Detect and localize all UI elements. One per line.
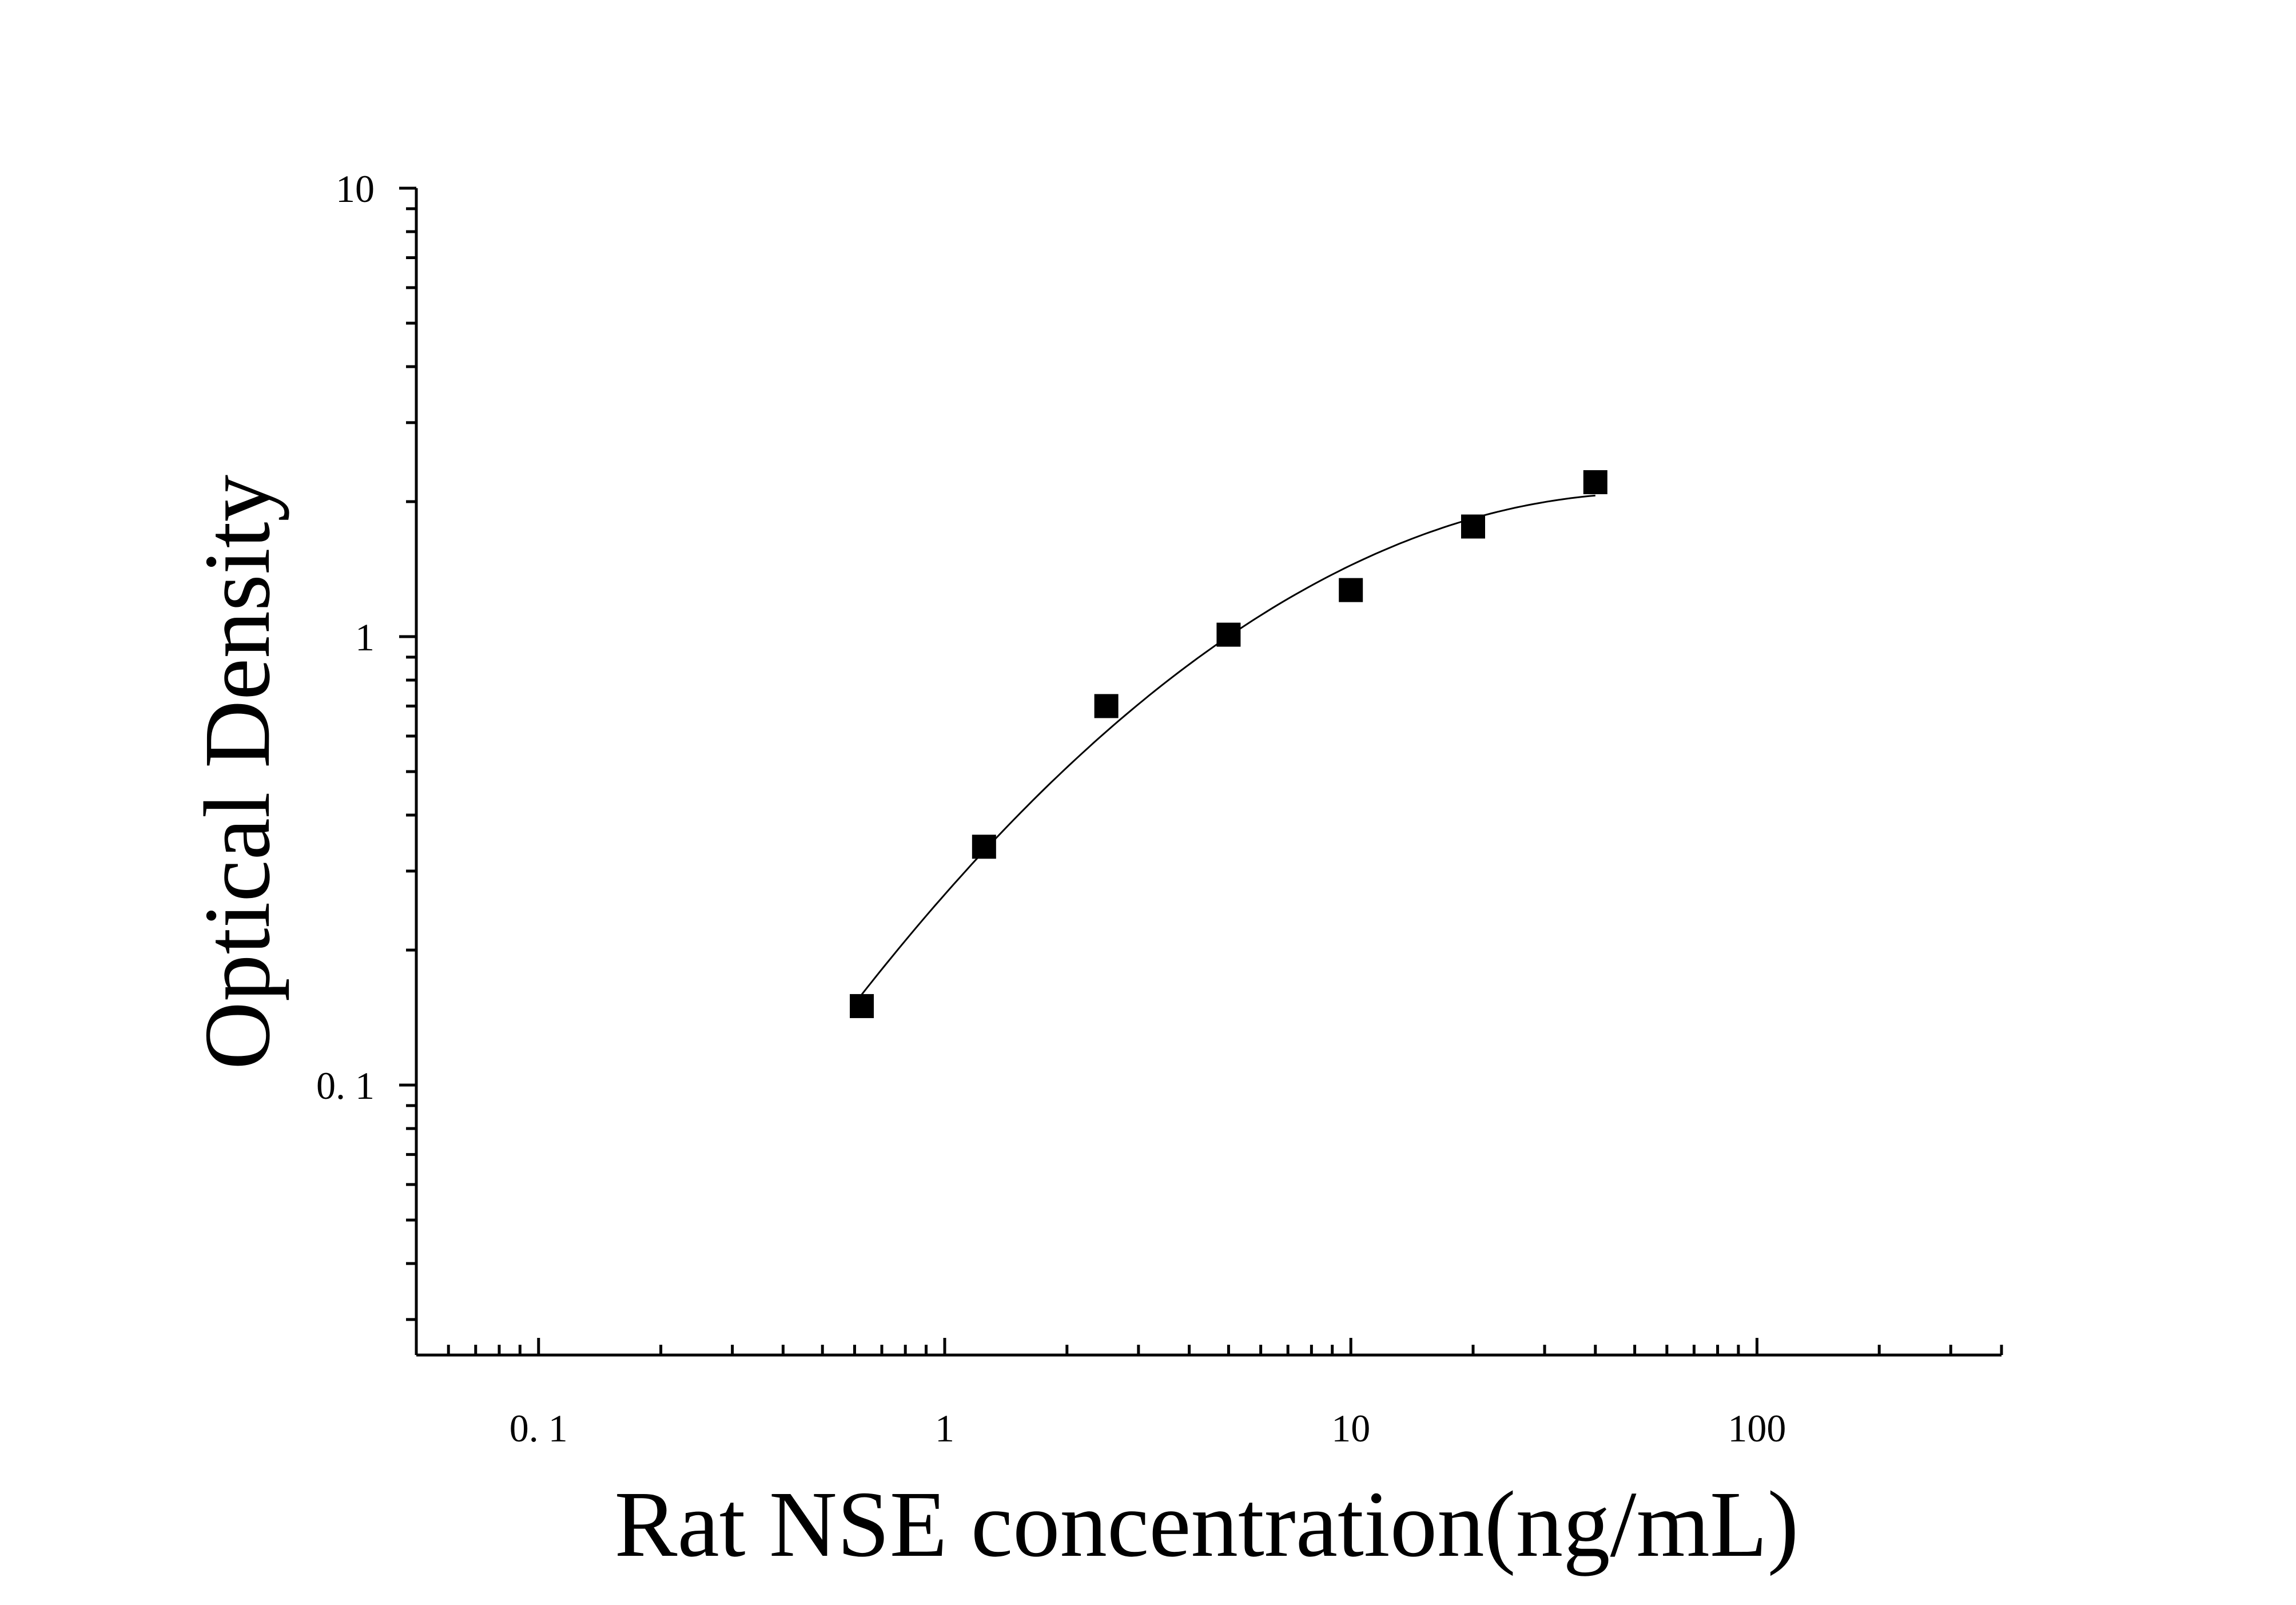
y-axis-title: Optical Density [185, 475, 289, 1070]
data-point [972, 835, 996, 859]
y-tick-label: 10 [336, 167, 375, 210]
x-tick-label: 100 [1728, 1407, 1786, 1450]
data-point [1094, 694, 1119, 718]
y-tick-label: 0. 1 [316, 1064, 375, 1107]
data-point [1461, 514, 1485, 539]
x-tick-label: 1 [935, 1407, 954, 1450]
axes [415, 188, 2001, 1357]
data-point [1339, 578, 1363, 602]
x-tick-label: 0. 1 [510, 1407, 568, 1450]
x-ticks [415, 1338, 2003, 1355]
data-point [1216, 622, 1241, 647]
fit-curve [861, 494, 1595, 995]
y-ticks [399, 186, 416, 1321]
x-tick-label: 10 [1331, 1407, 1370, 1450]
data-point [850, 994, 874, 1018]
x-tick-labels: 0. 1 1 10 100 [510, 1407, 1786, 1450]
data-point [1583, 470, 1607, 494]
y-tick-labels: 0. 1 1 10 [316, 167, 375, 1107]
x-axis-title: Rat NSE concentration(ng/mL) [614, 1472, 1798, 1576]
data-points [850, 470, 1607, 1018]
y-tick-label: 1 [355, 615, 375, 659]
